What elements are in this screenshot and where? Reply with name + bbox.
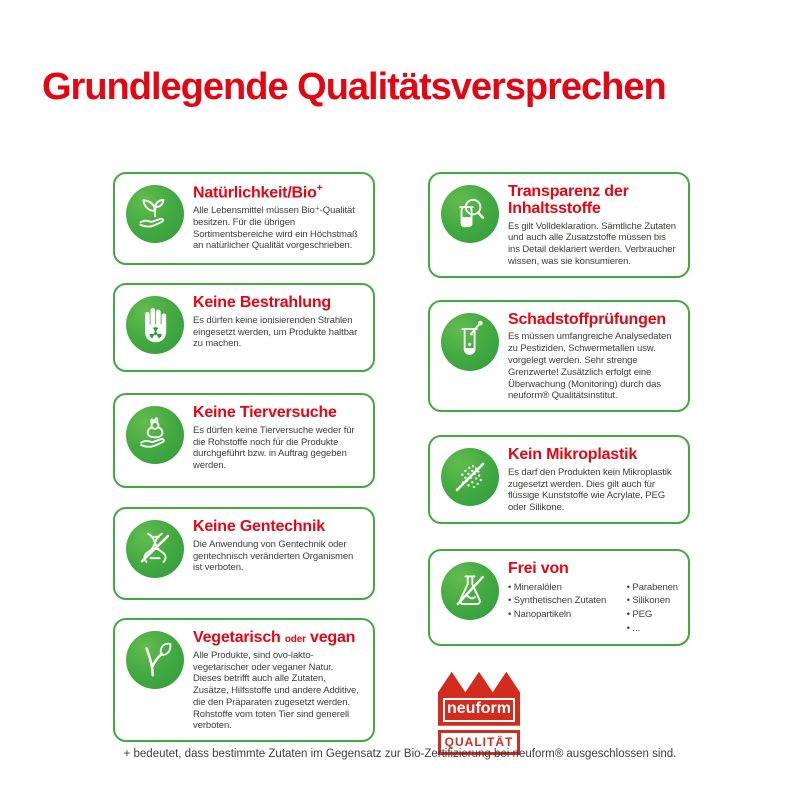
list-item: PEG [627,608,678,622]
card-title: Vegetarisch oder vegan [193,629,356,646]
hand-plant-icon [126,185,184,243]
list-item: Parabenen [627,581,678,595]
card-title: Keine Bestrahlung [193,294,331,311]
card-body: Es gilt Volldeklaration. Sämtliche Zutat… [508,220,676,267]
card-naturalness-bio: Natürlichkeit/Bio+ Alle Lebensmittel müs… [113,172,375,265]
card-title: Keine Gentechnik [193,518,325,535]
microplastic-crossed-icon [441,448,499,507]
card-title: Keine Tierversuche [193,404,337,421]
card-no-animal-testing: Keine Tierversuche Es dürfen keine Tierv… [113,393,375,488]
hand-radiation-icon [126,296,184,354]
card-contaminant-testing: Schadstoffprüfungen Es müssen umfangreic… [428,299,690,413]
card-body: Alle Lebensmittel müssen Bio⁺-Qualität b… [193,205,358,252]
dna-crossed-icon [126,520,184,578]
neuform-logo-quality: QUALITÄT [438,729,520,755]
list-item: Synthetischen Zutaten [508,594,619,608]
left-column: Natürlichkeit/Bio+ Alle Lebensmittel müs… [113,172,375,755]
card-no-genetic-engineering: Keine Gentechnik Die Anwendung von Gente… [113,507,375,600]
page-title: Grundlegende Qualitätsversprechen [42,66,667,108]
free-from-lists: Mineralölen Synthetischen Zutaten Nanopa… [508,581,678,636]
free-from-list-left: Mineralölen Synthetischen Zutaten Nanopa… [508,581,619,636]
list-item: Silikonen [627,594,678,608]
list-item: Mineralölen [508,581,619,595]
flask-crossed-icon [441,561,499,620]
card-title: Kein Mikroplastik [508,446,638,464]
card-title: Frei von [508,559,569,577]
free-from-list-right: Parabenen Silikonen PEG ... [627,581,678,636]
card-title: Transparenz der Inhaltsstoffe [508,183,629,217]
card-body: Es müssen umfangreiche Analysedaten zu P… [508,331,672,402]
magnifier-jar-icon [441,185,499,243]
list-item: ... [627,622,678,636]
card-title: Natürlichkeit/Bio+ [193,183,323,202]
card-vegetarian-vegan: Vegetarisch oder vegan Alle Produkte, si… [113,618,375,743]
card-body: Es dürfen keine ionisierenden Strahlen e… [193,314,358,350]
neuform-logo-peaks: neuform [438,671,520,726]
card-no-irradiation: Keine Bestrahlung Es dürfen keine ionisi… [113,283,375,372]
card-body: Alle Produkte, sind ovo-lakto-vegetarisc… [193,649,359,732]
neuform-quality-logo: neuform QUALITÄT [438,671,520,755]
card-no-microplastics: Kein Mikroplastik Es darf den Produkten … [428,435,690,524]
card-body: Die Anwendung von Gentechnik oder gentec… [193,538,354,574]
card-title: Schadstoffprüfungen [508,310,666,328]
cards-grid: Natürlichkeit/Bio+ Alle Lebensmittel müs… [113,172,690,755]
list-item: Nanopartikeln [508,608,619,622]
card-ingredient-transparency: Transparenz der Inhaltsstoffe Es gilt Vo… [428,172,690,278]
neuform-logo-brand: neuform [443,698,515,722]
sprout-v-leaf-icon [126,631,184,689]
card-body: Es darf den Produkten kein Mikroplastik … [508,466,672,514]
footnote: + bedeutet, dass bestimmte Zutaten im Ge… [123,748,677,760]
card-free-from: Frei von Mineralölen Synthetischen Zutat… [428,548,690,646]
card-body: Es dürfen keine Tierversuche weder für d… [193,424,355,472]
right-column: Transparenz der Inhaltsstoffe Es gilt Vo… [428,172,690,755]
rabbit-hand-icon [126,406,184,464]
testtube-dropper-icon [441,312,499,371]
